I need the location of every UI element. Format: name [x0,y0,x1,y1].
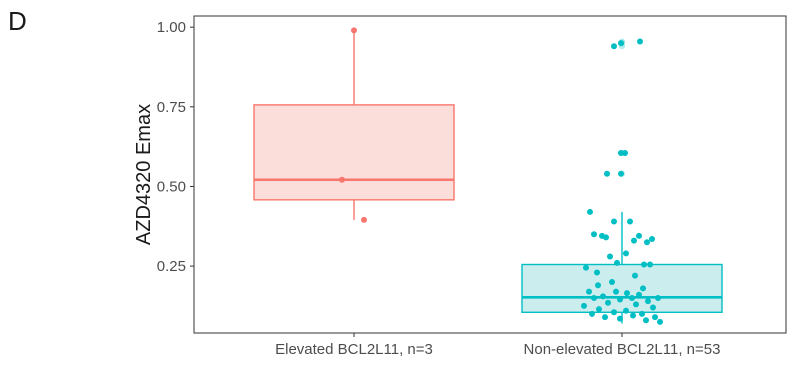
data-point [603,234,609,241]
data-point [583,264,589,271]
data-point [614,259,620,266]
data-point [611,309,617,316]
data-point [604,170,610,177]
data-point [595,282,601,289]
data-point [641,261,647,268]
data-point [361,216,367,223]
data-point [618,170,624,177]
data-point [655,294,661,301]
data-point [607,253,613,260]
data-point [596,306,602,313]
data-point [609,279,615,286]
data-point [622,149,628,156]
data-point [632,272,638,279]
panel-label: D [8,6,27,36]
data-point [652,314,658,321]
data-point [647,261,653,268]
data-point [581,302,587,309]
data-point [339,176,345,183]
data-point [623,307,629,314]
y-tick-label: 0.25 [157,258,186,275]
data-point [611,218,617,225]
data-point [637,38,643,45]
data-point [650,304,656,311]
data-point [618,40,624,47]
data-point [633,301,639,308]
box-iqr [253,104,455,201]
data-point [630,312,636,319]
data-point [636,291,642,298]
y-tick-label: 0.50 [157,178,186,195]
y-tick-label: 1.00 [157,19,186,36]
x-tick-label: Non-elevated BCL2L11, n=53 [524,341,721,358]
data-point [640,285,646,292]
label-layer: AZD4320 Emax [133,104,155,245]
data-point [594,269,600,276]
box-layer [253,30,723,324]
data-point [627,218,633,225]
data-point [591,231,597,238]
x-tick-label: Elevated BCL2L11, n=3 [275,341,433,358]
data-point [623,250,629,257]
data-point [645,298,651,305]
data-point [639,310,645,317]
data-point [586,288,592,295]
data-point [617,296,623,303]
data-point [589,310,595,317]
data-point [636,232,642,239]
plot-panel-border [193,15,787,334]
data-point [629,294,635,301]
data-point [657,318,663,325]
axis-layer: 0.25 0.50 0.75 1.00 Elevated BCL2L11, n=3 Non… [157,15,787,358]
data-point [591,294,597,301]
box-iqr [521,263,723,313]
y-tick-label: 0.75 [157,99,186,116]
data-point [649,236,655,243]
data-point [587,208,593,215]
data-point [643,317,649,324]
data-point [602,314,608,321]
data-point [613,288,619,295]
data-point [605,299,611,306]
y-axis-title: AZD4320 Emax [133,104,155,245]
data-point [600,293,606,300]
data-point [617,315,623,322]
data-point [351,27,357,34]
data-point [631,237,637,244]
data-point [644,239,650,246]
data-point [611,43,617,50]
data-point [624,290,630,297]
point-layer [339,27,663,325]
